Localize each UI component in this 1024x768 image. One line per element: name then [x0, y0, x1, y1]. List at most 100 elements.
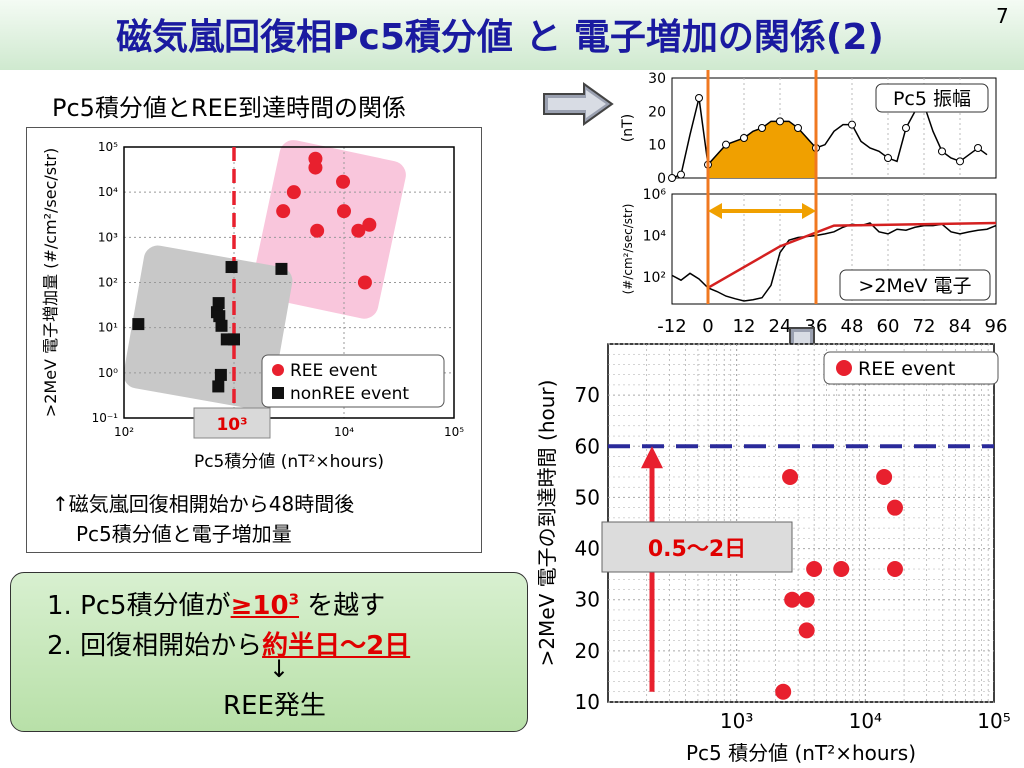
summary-down-arrow: ↓ — [269, 655, 290, 683]
time-x-tick: -12 — [657, 316, 686, 337]
flux-y-label: (#/cm²/sec/str) — [621, 204, 635, 295]
arrival-y-tick: 40 — [575, 537, 600, 561]
ree-point — [337, 204, 351, 219]
flux-trend-line — [707, 221, 997, 289]
nonree-point — [213, 310, 226, 323]
x-tick-label: 10⁵ — [444, 425, 464, 439]
nonree-point — [225, 261, 238, 274]
arrival-y-tick: 10 — [575, 690, 600, 714]
amp-marker — [668, 174, 676, 182]
y-tick-label: 10⁴ — [98, 185, 118, 199]
amp-y-tick: 0 — [657, 171, 666, 187]
amp-panel-tag: Pc5 振幅 — [893, 88, 971, 110]
arrival-ree-point — [876, 468, 893, 485]
nonree-point — [132, 318, 145, 331]
ree-point — [308, 160, 323, 175]
ree-point — [336, 174, 351, 189]
arrival-ree-point — [775, 683, 792, 700]
legend-ree-marker — [272, 364, 284, 376]
arrival-x-tick: 10⁴ — [849, 709, 882, 733]
slide-number: 7 — [996, 4, 1009, 28]
left-caption-line1: ↑磁気嵐回復相開始から48時間後 — [52, 492, 355, 516]
legend-nonree-marker — [272, 387, 284, 399]
time-x-tick: 0 — [702, 316, 713, 337]
nonree-point — [212, 297, 225, 310]
amp-y-label: (nT) — [620, 114, 636, 142]
legend-ree-label: REE event — [290, 361, 377, 381]
summary-result: REE発生 — [223, 691, 326, 721]
interval-arrow-left-head — [708, 203, 722, 219]
time-x-tick: 24 — [769, 316, 792, 337]
arrival-legend-box — [823, 351, 999, 385]
arrival-ree-point — [798, 622, 815, 639]
summary-item-2-emph: 約半日～2日 — [262, 631, 411, 661]
summary-box: 1. Pc5積分値が≥103 を越す 2. 回復相開始から約半日～2日 ↓ RE… — [10, 572, 528, 732]
arrival-ree-point — [784, 591, 801, 608]
nonree-point — [212, 380, 225, 393]
time-x-tick: 96 — [985, 316, 1008, 337]
nonree-point — [214, 368, 227, 381]
amp-marker — [938, 147, 946, 156]
y-tick-label: 10³ — [98, 230, 118, 244]
flux-panel-tag: >2MeV 電子 — [858, 275, 971, 297]
threshold-label-box — [193, 407, 271, 439]
amp-marker — [848, 120, 856, 129]
flux-panel-tag-box — [839, 269, 991, 301]
summary-item-1-emph-text: ≥10 — [230, 591, 289, 621]
y-tick-label: 10⁵ — [98, 140, 118, 154]
amp-marker — [776, 117, 784, 126]
ree-point — [286, 185, 301, 200]
range-label: 0.5～2日 — [648, 537, 746, 562]
slide-title: 磁気嵐回復相Pc5積分値 と 電子増加の関係(2) — [116, 17, 884, 58]
time-x-tick: 60 — [877, 316, 900, 337]
arrival-x-tick: 10⁵ — [977, 709, 1010, 733]
y-axis-label: >2MeV 電子増加量 (#/cm²/sec/str) — [41, 148, 60, 417]
plot-border — [123, 146, 455, 419]
y-tick-label: 10¹ — [98, 321, 118, 335]
threshold-label: 10³ — [216, 415, 247, 435]
time-x-tick: 12 — [733, 316, 756, 337]
amp-y-tick: 10 — [648, 138, 666, 154]
arrival-ree-point — [833, 561, 850, 578]
ree-point — [351, 223, 366, 238]
y-tick-label: 10⁰ — [98, 366, 118, 380]
right-arrow-icon — [543, 82, 614, 126]
range-arrow-head — [641, 446, 663, 469]
x-axis-label: Pc5積分値 (nT²×hours) — [194, 452, 384, 472]
ree-point — [357, 275, 372, 290]
summary-item-1-emph-sup: 3 — [288, 590, 299, 609]
nonree-region — [123, 245, 293, 410]
arrival-ree-point — [782, 468, 799, 485]
amp-marker — [677, 170, 685, 179]
arrival-ree-point — [798, 591, 815, 608]
amp-marker — [902, 124, 910, 132]
nonree-point — [215, 319, 228, 332]
arrival-y-axis-label: >2MeV 電子の到達時間 (hour) — [535, 380, 559, 667]
amp-marker — [884, 154, 892, 162]
arrival-y-tick: 60 — [575, 434, 600, 458]
amp-marker — [794, 124, 802, 132]
summary-item-1-suffix: を越す — [299, 591, 386, 621]
y-tick-label: 10² — [98, 276, 118, 290]
nonree-point — [228, 333, 240, 346]
amp-marker — [695, 94, 703, 102]
amp-y-tick: 30 — [648, 71, 666, 87]
amp-y-tick: 20 — [648, 104, 666, 120]
arrival-y-tick: 20 — [575, 639, 600, 663]
arrival-legend-marker — [836, 360, 852, 376]
nonree-point — [275, 262, 288, 275]
y-tick-label: 10⁻¹ — [92, 411, 119, 425]
flux-y-tick: 10⁴ — [643, 229, 667, 245]
amp-panel-tag-box — [875, 83, 989, 113]
flux-y-tick: 10² — [643, 270, 666, 286]
arrival-ree-point — [886, 499, 903, 516]
amp-marker — [974, 144, 982, 152]
arrival-y-tick: 30 — [575, 588, 600, 612]
legend-box — [261, 354, 445, 408]
flux-y-tick: 10⁶ — [643, 187, 667, 203]
range-label-box — [601, 521, 793, 573]
time-x-tick: 72 — [913, 316, 936, 337]
legend-nonree-label: nonREE event — [290, 384, 409, 404]
summary-item-2-prefix: 2. 回復相開始から — [47, 631, 263, 661]
summary-item-1-prefix: 1. Pc5積分値が — [47, 591, 231, 621]
